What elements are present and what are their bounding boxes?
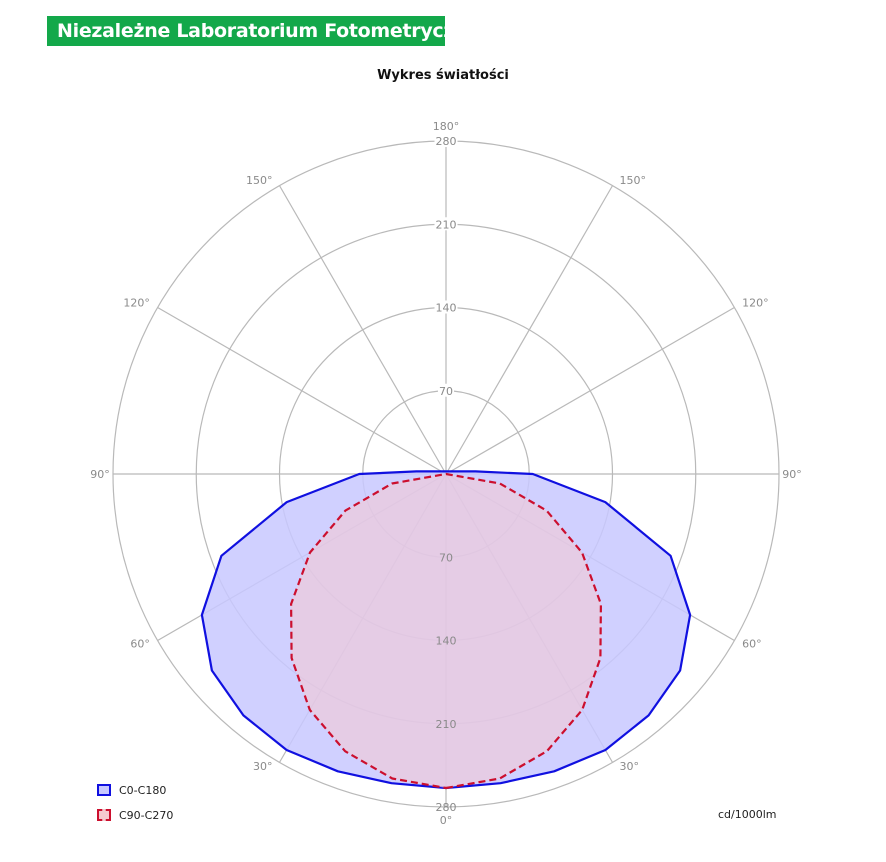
legend-label-c90-c270: C90-C270: [119, 808, 174, 822]
units-label: cd/1000lm: [718, 808, 777, 821]
angle-label-90-left: 90°: [90, 468, 110, 481]
ring-label-210: 210: [436, 718, 457, 731]
ring-label-140: 140: [436, 302, 457, 315]
angle-label-90-right: 90°: [782, 468, 802, 481]
grid-spoke-210: [278, 185, 447, 475]
angle-label-60-right: 60°: [742, 638, 762, 651]
grid-spoke-240: [157, 306, 447, 475]
ring-label-bg-140: [434, 300, 458, 314]
series-layer: [200, 470, 692, 790]
angle-label-150-left: 150°: [246, 174, 273, 187]
ring-label-210: 210: [436, 218, 457, 231]
angle-label-180-right: 180°: [433, 120, 460, 133]
grid-spoke-150: [445, 185, 614, 475]
ring-label-70: 70: [439, 385, 453, 398]
ring-label-140: 140: [436, 635, 457, 648]
angle-label-60-left: 60°: [130, 638, 150, 651]
angle-label-30-left: 30°: [253, 760, 273, 773]
angle-label-0-right: 0°: [440, 814, 453, 827]
legend: C0-C180 C90-C270: [97, 782, 173, 832]
angle-label-120-right: 120°: [742, 297, 769, 310]
legend-label-c0-c180: C0-C180: [119, 783, 167, 797]
ring-label-280: 280: [436, 135, 457, 148]
ring-label-bg-210: [434, 217, 458, 231]
ring-label-70: 70: [439, 551, 453, 564]
brand-name: Niezależne Laboratorium Fotometryczne: [57, 20, 480, 42]
legend-swatch-c0-c180: [97, 784, 111, 796]
ring-label-280: 280: [436, 801, 457, 814]
brand-logo: Niezależne Laboratorium Fotometryczne: [47, 16, 480, 46]
legend-item-c90-c270[interactable]: C90-C270: [97, 807, 173, 823]
legend-item-c0-c180[interactable]: C0-C180: [97, 782, 173, 798]
angle-label-120-left: 120°: [123, 297, 150, 310]
grid-spoke-120: [445, 306, 735, 475]
angle-label-30-right: 30°: [620, 760, 640, 773]
ring-label-bg-70: [438, 383, 454, 397]
chart-title: Wykres światłości: [377, 68, 509, 83]
series-curve-c90-c270: [290, 472, 602, 790]
angle-label-150-right: 150°: [620, 174, 647, 187]
legend-swatch-c90-c270: [97, 809, 111, 821]
ring-label-bg-280: [434, 134, 458, 147]
